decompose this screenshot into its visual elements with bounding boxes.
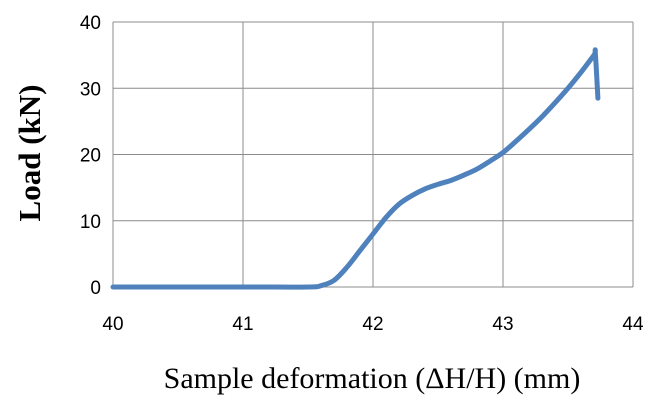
y-tick-label: 10 (80, 212, 101, 233)
y-tick-label: 20 (80, 146, 101, 167)
y-tick-label: 40 (80, 13, 101, 34)
y-axis-label: Load (kN) (12, 85, 47, 222)
x-tick-labels: 40 41 42 43 44 (102, 314, 644, 335)
x-tick-label: 44 (622, 314, 644, 335)
x-tick-label: 43 (492, 314, 513, 335)
series-line (110, 47, 601, 290)
x-tick-label: 41 (232, 314, 253, 335)
x-tick-label: 42 (362, 314, 383, 335)
x-axis-label: Sample deformation (ΔH/H) (mm) (164, 362, 581, 395)
x-tick-label: 40 (102, 314, 123, 335)
grid (112, 21, 634, 288)
y-tick-labels: 0 10 20 30 40 (80, 13, 101, 299)
y-tick-label: 30 (80, 79, 101, 100)
y-tick-label: 0 (90, 278, 101, 299)
series-layer (110, 47, 601, 290)
